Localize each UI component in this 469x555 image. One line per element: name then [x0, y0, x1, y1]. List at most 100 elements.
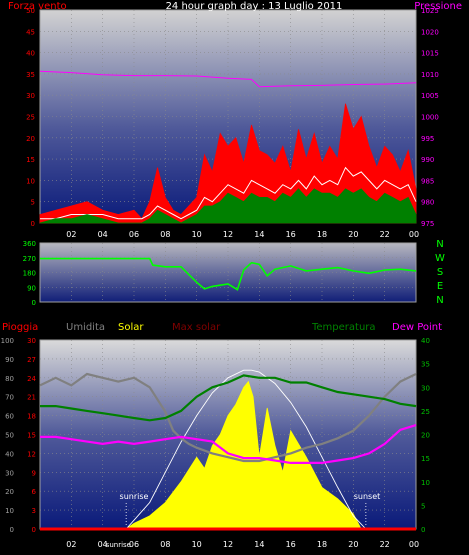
compass-letter: W: [435, 253, 445, 264]
x-tick-label: 08: [160, 230, 170, 239]
compass-letter: N: [436, 239, 443, 250]
legend-solar: Solar: [118, 322, 144, 333]
y-tick-humidity: 80: [5, 375, 14, 383]
y-tick-direction: 180: [23, 270, 36, 278]
series-pressione: [39, 70, 417, 88]
series-max-solar: [125, 369, 367, 530]
y-tick-rain: 21: [27, 394, 36, 402]
x-tick-label: 10: [192, 540, 202, 549]
y-tick-temperature: 0: [421, 526, 425, 534]
y-tick-right: 1000: [421, 114, 439, 122]
legend-pioggia: Pioggia: [2, 322, 38, 333]
x-tick-label: 12: [223, 230, 233, 239]
y-tick-left: 40: [26, 50, 35, 58]
legend-max-solar: Max solar: [172, 322, 221, 333]
y-tick-rain: 9: [32, 469, 36, 477]
series-dew-point: [40, 424, 417, 464]
series-wind-avg: [40, 166, 417, 220]
y-tick-temperature: 10: [421, 479, 430, 487]
chart1-left-label: Forza vento: [8, 1, 67, 12]
y-tick-right: 980: [421, 199, 434, 207]
chart1-right-label: Pressione: [414, 1, 462, 12]
legend-umidita: Umidita: [66, 322, 105, 333]
y-tick-rain: 24: [27, 375, 36, 383]
x-tick-label: 14: [254, 540, 264, 549]
y-tick-temperature: 30: [421, 384, 430, 392]
y-tick-temperature: 20: [421, 432, 430, 440]
y-tick-rain: 15: [27, 432, 36, 440]
y-tick-rain: 0: [32, 526, 36, 534]
y-tick-humidity: 40: [5, 450, 14, 458]
y-tick-temperature: 5: [421, 502, 425, 510]
y-tick-left: 10: [26, 177, 35, 185]
x-tick-label: 20: [348, 540, 358, 549]
y-tick-right: 1015: [421, 50, 439, 58]
series-wind-green: [39, 188, 417, 224]
x-tick-label: 16: [286, 540, 296, 549]
compass-letter: S: [437, 267, 443, 278]
x-tick-label: 10: [192, 230, 202, 239]
y-tick-left: 45: [26, 28, 35, 36]
x-tick-label: 04: [98, 230, 108, 239]
y-tick-humidity: 30: [5, 469, 14, 477]
compass-letter: E: [437, 281, 443, 292]
y-tick-direction: 0: [32, 299, 36, 307]
x-tick-label: 00: [409, 230, 419, 239]
series-temperatura: [40, 374, 417, 422]
y-tick-temperature: 40: [421, 337, 430, 345]
y-tick-humidity: 90: [5, 356, 14, 364]
y-tick-humidity: 20: [5, 488, 14, 496]
x-tick-label: 18: [317, 230, 327, 239]
x-tick-label: 06: [129, 540, 139, 549]
y-tick-humidity: 0: [10, 526, 14, 534]
x-tick-label: 02: [66, 230, 76, 239]
y-tick-direction: 270: [23, 255, 36, 263]
series-umidita: [39, 372, 417, 463]
y-tick-humidity: 100: [1, 337, 14, 345]
x-tick-label: 12: [223, 540, 233, 549]
x-tick-label: 14: [254, 230, 264, 239]
x-tick-label: 04: [98, 540, 108, 549]
y-tick-left: 25: [26, 114, 35, 122]
sunrise-annotation: sunrise: [120, 492, 149, 501]
y-tick-left: 20: [26, 135, 35, 143]
y-tick-temperature: 35: [421, 361, 430, 369]
y-tick-rain: 3: [32, 507, 36, 515]
chart1-title: 24 hour graph day : 13 Luglio 2011: [166, 1, 343, 12]
y-tick-humidity: 10: [5, 507, 14, 515]
y-tick-right: 985: [421, 177, 434, 185]
y-tick-temperature: 15: [421, 455, 430, 463]
y-tick-left: 35: [26, 71, 35, 79]
x-tick-label: 00: [409, 540, 419, 549]
y-tick-right: 1010: [421, 71, 439, 79]
y-tick-right: 990: [421, 156, 434, 164]
y-tick-left: 15: [26, 156, 35, 164]
y-tick-right: 975: [421, 220, 434, 228]
y-tick-rain: 18: [27, 413, 36, 421]
y-tick-right: 995: [421, 135, 434, 143]
series-solar: [124, 380, 362, 530]
x-tick-label: 02: [66, 540, 76, 549]
x-tick-label: 20: [348, 230, 358, 239]
y-tick-left: 50: [26, 7, 35, 15]
y-tick-temperature: 25: [421, 408, 430, 416]
x-tick-label: 06: [129, 230, 139, 239]
sunset-annotation: sunset: [354, 492, 381, 501]
y-tick-humidity: 50: [5, 432, 14, 440]
y-tick-rain: 30: [27, 337, 36, 345]
y-tick-direction: 90: [27, 284, 36, 292]
y-tick-rain: 27: [27, 356, 36, 364]
y-tick-left: 5: [31, 199, 35, 207]
y-tick-right: 1020: [421, 28, 439, 36]
series-direzione-vento: [40, 257, 417, 291]
legend-dew-point: Dew Point: [392, 322, 442, 333]
legend-temperatura: Temperatura: [311, 322, 376, 333]
x-tick-label: sunrise: [106, 541, 131, 549]
y-tick-humidity: 60: [5, 413, 14, 421]
y-tick-left: 0: [31, 220, 35, 228]
y-tick-right: 1005: [421, 92, 439, 100]
y-tick-direction: 360: [23, 240, 36, 248]
y-tick-rain: 12: [27, 450, 36, 458]
x-tick-label: 08: [160, 540, 170, 549]
